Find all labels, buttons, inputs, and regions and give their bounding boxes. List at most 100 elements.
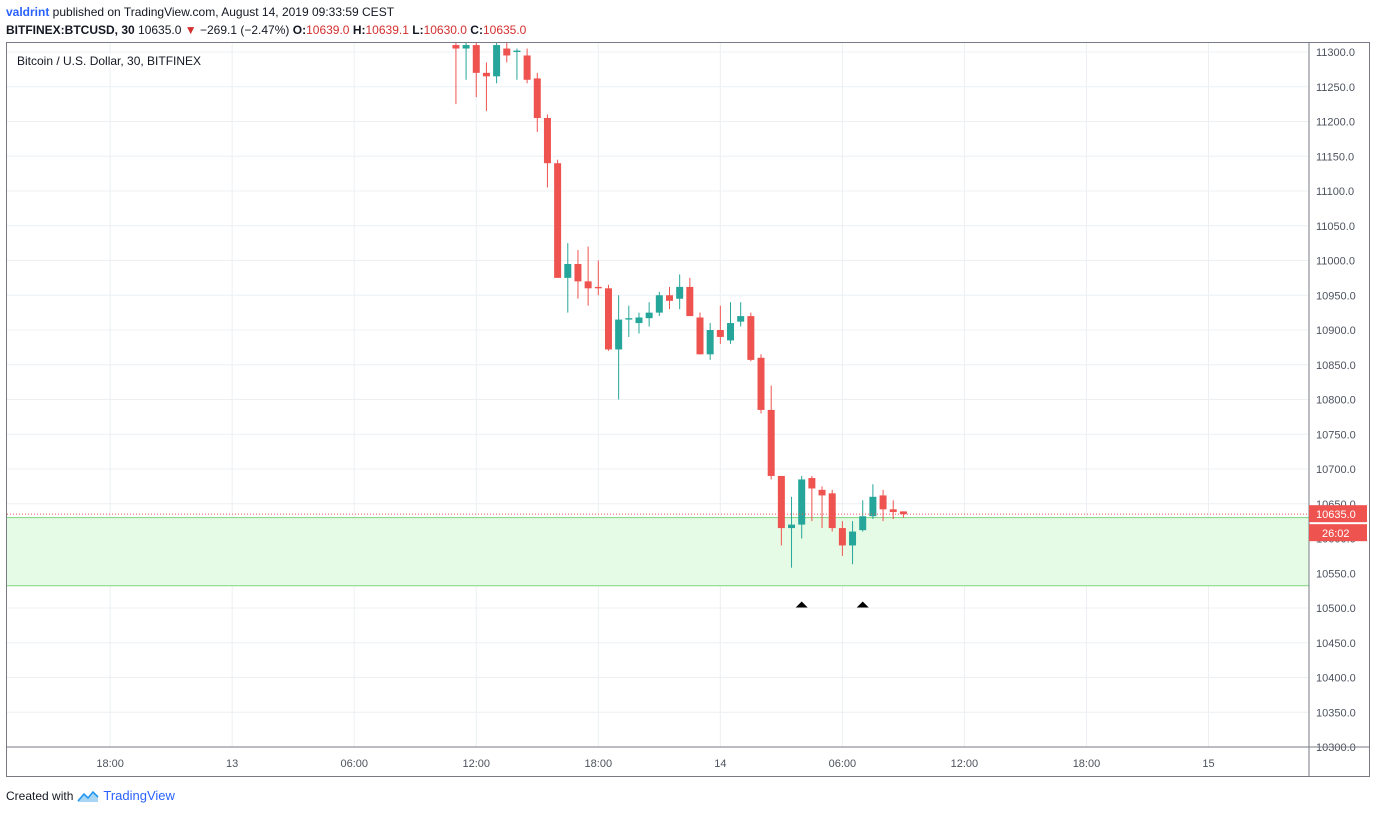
- candle-up: [462, 43, 470, 80]
- time-tick-label: 06:00: [340, 758, 368, 770]
- time-axis[interactable]: 18:00 13 06:00 12:00 18:00 14 06:00 12:00 18:00 1…: [6, 746, 1369, 770]
- candle-up: [655, 291, 663, 317]
- open-label: O:: [292, 23, 307, 37]
- price-tick-label: 10550.0: [1316, 568, 1356, 580]
- candle-down: [828, 489, 836, 532]
- price-tick-label: 10800.0: [1316, 395, 1356, 407]
- time-tick-label: 15: [1202, 758, 1214, 770]
- price-tick-label: 11050.0: [1316, 221, 1355, 233]
- price-tick-label: 11000.0: [1316, 256, 1355, 268]
- candle-body: [737, 316, 745, 322]
- candle-body: [523, 55, 531, 80]
- time-tick-label: 14: [714, 758, 726, 770]
- price-tick-label: 11150.0: [1316, 151, 1354, 163]
- candle-body: [594, 286, 602, 289]
- author-name[interactable]: valdrint: [6, 5, 50, 19]
- price-tick-label: 10350.0: [1316, 707, 1356, 719]
- candle-down: [716, 305, 724, 344]
- candle-body: [543, 118, 551, 164]
- footer: Created with TradingView: [6, 788, 175, 803]
- close-label: C:: [470, 23, 483, 37]
- time-tick-label: 06:00: [829, 758, 857, 770]
- candle-body: [503, 48, 511, 56]
- candle-body: [828, 493, 836, 529]
- candle-down: [554, 159, 562, 278]
- candle-down: [472, 43, 480, 98]
- candle-up: [676, 274, 684, 310]
- price-tick-label: 11250.0: [1316, 82, 1355, 94]
- candle-body: [879, 495, 887, 510]
- candle-body: [604, 288, 612, 350]
- price-tick-label: 10700.0: [1316, 464, 1356, 476]
- ohlc-legend: BITFINEX:BTCUSD, 30 10635.0 ▼ −269.1 (−2…: [6, 23, 526, 37]
- high-label: H:: [352, 23, 366, 37]
- price-tick-label: 10450.0: [1316, 638, 1356, 650]
- candle-body: [686, 286, 694, 317]
- candle-down: [665, 286, 673, 310]
- candle-body: [635, 317, 643, 324]
- up-triangle-marker: [856, 601, 869, 608]
- support-zone: [7, 517, 1309, 587]
- price-axis[interactable]: 10300.0 10350.0 10400.0 10450.0 10500.0 10550…: [1308, 42, 1356, 776]
- candle-down: [523, 48, 531, 84]
- close-value: 10635.0: [482, 23, 527, 37]
- candle-body: [533, 78, 541, 119]
- candle-up: [513, 48, 521, 80]
- candle-body: [472, 45, 480, 73]
- candle-down: [574, 250, 582, 299]
- up-triangle-marker: [795, 601, 808, 608]
- price-tick-label: 10900.0: [1316, 325, 1356, 337]
- candle-body: [838, 528, 846, 546]
- candle-down: [808, 475, 816, 522]
- candle-down: [747, 312, 755, 362]
- candle-body: [808, 478, 816, 489]
- candle-down: [584, 246, 592, 306]
- candle-body: [655, 295, 663, 313]
- candle-down: [767, 385, 775, 480]
- tradingview-logo-icon: [77, 790, 99, 802]
- candle-up: [706, 323, 714, 360]
- candle-up: [645, 302, 653, 327]
- candle-body: [899, 511, 907, 515]
- candle-body: [889, 509, 897, 513]
- created-with-text: Created with: [6, 788, 74, 803]
- candle-body: [584, 281, 592, 289]
- candle-body: [462, 45, 470, 49]
- price-tick-label: 10750.0: [1316, 429, 1356, 441]
- candle-body: [615, 319, 623, 350]
- candle-down: [899, 511, 907, 518]
- symbol-label: BITFINEX:BTCUSD, 30: [6, 23, 135, 37]
- candle-body: [625, 318, 633, 320]
- candle-down: [879, 489, 887, 522]
- publish-info: valdrint published on TradingView.com, A…: [6, 5, 394, 19]
- price-tick-label: 11300.0: [1316, 47, 1355, 59]
- candle-up: [859, 500, 867, 532]
- price-tick-label: 11200.0: [1316, 117, 1355, 129]
- time-tick-label: 13: [226, 758, 238, 770]
- candle-up: [493, 43, 501, 84]
- candle-down: [503, 43, 511, 63]
- candle-body: [493, 45, 501, 77]
- tradingview-brand-link[interactable]: TradingView: [103, 788, 175, 803]
- markers: [795, 601, 869, 608]
- candle-body: [564, 263, 572, 278]
- high-value: 10639.1: [365, 23, 409, 37]
- candles: [452, 43, 907, 568]
- candle-down: [777, 475, 785, 546]
- price-tick-label: 11100.0: [1316, 186, 1354, 198]
- price-tick-label: 10950.0: [1316, 290, 1356, 302]
- candle-down: [686, 277, 694, 317]
- time-tick-label: 18:00: [1073, 758, 1101, 770]
- candle-body: [788, 524, 796, 529]
- candle-down: [452, 43, 460, 105]
- candle-body: [482, 72, 490, 77]
- candle-up: [788, 496, 796, 568]
- price-tick-label: 10400.0: [1316, 673, 1356, 685]
- candle-body: [645, 312, 653, 319]
- time-tick-label: 12:00: [951, 758, 979, 770]
- low-value: 10630.0: [423, 23, 467, 37]
- candle-down: [533, 72, 541, 132]
- price-tick-label: 10300.0: [1316, 742, 1356, 754]
- last-value: 10635.0: [138, 23, 182, 37]
